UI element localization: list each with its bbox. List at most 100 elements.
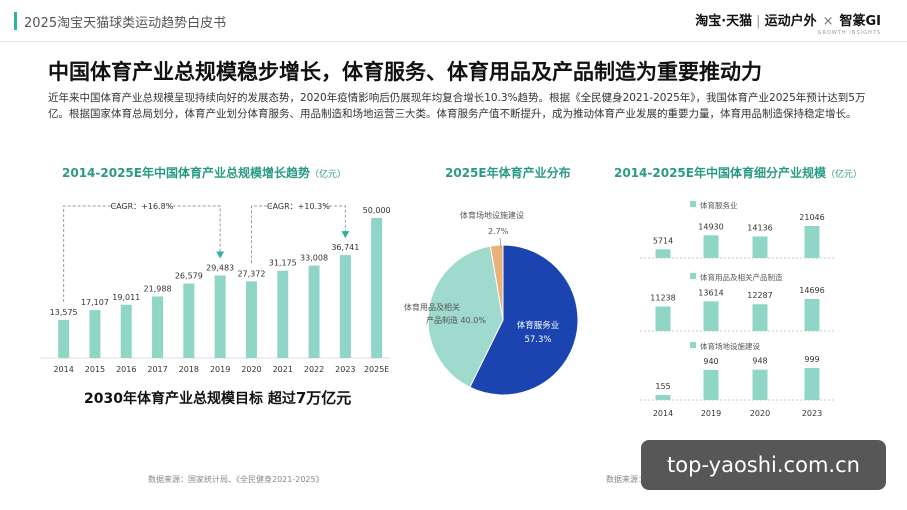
pie-slice-value: 2.7%	[488, 227, 509, 236]
bar-2020	[245, 281, 257, 358]
target-statement: 2030年体育产业总规模目标 超过7万亿元	[84, 387, 351, 408]
cagr-bracket	[63, 205, 221, 302]
segment-bar-2019	[703, 235, 719, 258]
source-note-left: 数据来源：国家统计局、《全民健身2021-2025》	[148, 475, 324, 484]
segment-bar-value: 12287	[747, 291, 772, 300]
bar-2018	[183, 283, 195, 358]
x-tick-label: 2021	[273, 365, 293, 374]
watermark-banner: top-yaoshi.com.cn	[641, 440, 886, 490]
page-headline: 中国体育产业总规模稳步增长，体育服务、体育用品及产品制造为重要推动力	[48, 60, 762, 84]
legend-label: 体育场地设施建设	[700, 341, 760, 351]
bar-2015	[89, 310, 101, 358]
pie-slice-label: 体育用品及相关	[404, 302, 460, 312]
segment-bar-2019	[703, 301, 719, 331]
total-scale-chart-title: 2014-2025E年中国体育产业总规模增长趋势（亿元）	[62, 164, 346, 181]
legend-swatch	[690, 273, 696, 279]
segment-bar-2014	[655, 249, 671, 258]
bar-2017	[152, 296, 164, 358]
bar-value-label: 13,575	[50, 308, 78, 317]
segment-bar-value: 14696	[799, 286, 824, 295]
legend-label: 体育用品及相关产品制造	[700, 272, 783, 282]
segment-bar-2020	[752, 236, 768, 258]
cagr-label: CAGR：+16.8%	[111, 202, 174, 211]
segment-bar-2014	[655, 306, 671, 331]
segment-bar-2023	[804, 299, 820, 331]
segment-bar-value: 940	[703, 357, 718, 366]
x-tick-label: 2025E	[364, 365, 389, 374]
bar-value-label: 21,988	[144, 284, 172, 293]
x-tick-label: 2019	[210, 365, 230, 374]
x-tick-label: 2020	[241, 365, 261, 374]
segment-bar-2023	[804, 226, 820, 258]
pie-slice-2	[489, 244, 504, 321]
bar-value-label: 17,107	[81, 298, 109, 307]
bar-2025E	[371, 218, 383, 358]
bar-value-label: 19,011	[112, 293, 140, 302]
pie-slice-1	[427, 245, 504, 388]
bar-value-label: 31,175	[269, 259, 297, 268]
x-tick-label: 2014	[653, 409, 673, 418]
segment-bar-2023	[804, 368, 820, 400]
segment-bar-value: 999	[804, 355, 819, 364]
distribution-chart-title: 2025E年体育产业分布	[445, 166, 571, 180]
bar-value-label: 50,000	[363, 206, 391, 215]
bar-value-label: 27,372	[237, 269, 265, 278]
header-accent-bar	[14, 12, 17, 30]
target-emphasis: 7万亿元	[295, 389, 352, 407]
segment-bar-2019	[703, 369, 719, 400]
x-tick-label: 2019	[701, 409, 721, 418]
segment-chart-unit: （亿元）	[825, 170, 862, 180]
distribution-pie-chart: 体育服务业 57.3% 体育用品及相关产品制造 40.0% 体育场地设施建设 2.7%	[404, 210, 579, 396]
cagr-label-bg	[272, 198, 325, 212]
segment-bar-value: 14930	[698, 222, 723, 231]
cross-icon: ×	[822, 14, 834, 29]
pie-leader-line	[499, 237, 502, 249]
segment-chart-title: 2014-2025E年中国体育细分产业规模（亿元）	[614, 164, 862, 181]
legend-label: 体育服务业	[700, 200, 738, 210]
bar-2014	[58, 319, 70, 358]
total-scale-bar-chart: 13,575 2014 17,107 2015 19,011 2016 21,988 2017…	[40, 198, 391, 374]
cagr-arrow-icon	[341, 231, 350, 239]
brand-logos: 淘宝·天猫 | 运动户外 × 智篆GI	[695, 14, 881, 29]
cagr-label-bg	[115, 198, 168, 212]
header-bar: 2025淘宝天猫球类运动趋势白皮书 淘宝·天猫 | 运动户外 × 智篆GI GROWTH…	[0, 0, 907, 42]
cagr-bracket	[250, 205, 346, 264]
pie-slice-label: 体育服务业	[517, 320, 560, 331]
x-tick-label: 2014	[53, 365, 73, 374]
source-note-right: 数据来源：	[606, 475, 646, 484]
bar-value-label: 33,008	[300, 254, 328, 263]
cagr-arrow-icon	[216, 251, 225, 259]
pie-slice-label: 体育场地设施建设	[460, 210, 524, 220]
x-tick-label: 2017	[147, 365, 167, 374]
x-tick-label: 2016	[116, 365, 136, 374]
x-tick-label: 2020	[750, 409, 770, 418]
segment-bar-value: 5714	[653, 236, 673, 245]
pie-slice-0	[469, 244, 579, 396]
pie-slice-label: 产品制造 40.0%	[426, 315, 486, 325]
segment-bar-value: 13614	[698, 288, 723, 297]
legend-swatch	[690, 201, 696, 207]
segment-bar-value: 21046	[799, 213, 824, 222]
bar-2023	[339, 255, 351, 358]
segment-bar-2020	[752, 304, 768, 331]
bar-2016	[120, 304, 132, 358]
x-tick-label: 2023	[335, 365, 355, 374]
bar-value-label: 36,741	[331, 243, 359, 252]
target-prefix: 2030年体育产业总规模目标 超过	[84, 391, 296, 407]
segment-chart-title-text: 2014-2025E年中国体育细分产业规模	[614, 166, 826, 180]
x-tick-label: 2022	[304, 365, 324, 374]
segment-bar-value: 948	[752, 357, 767, 366]
cagr-label: CAGR：+10.3%	[267, 202, 330, 211]
taobao-tmall-logo: 淘宝·天猫	[695, 14, 753, 29]
segment-bar-value: 11238	[650, 294, 675, 303]
pie-slice-value: 57.3%	[524, 335, 551, 345]
x-tick-label: 2023	[802, 409, 822, 418]
segment-bar-value: 155	[655, 382, 670, 391]
bar-value-label: 29,483	[206, 263, 234, 272]
segment-bar-2014	[655, 395, 671, 400]
bar-2022	[308, 265, 320, 358]
bar-2021	[277, 270, 289, 358]
x-tick-label: 2018	[179, 365, 199, 374]
bar-value-label: 26,579	[175, 272, 203, 281]
segment-bar-chart: 体育服务业 5714 14930 14136 21046 体育用品及相关产品制造 11238…	[640, 200, 836, 418]
